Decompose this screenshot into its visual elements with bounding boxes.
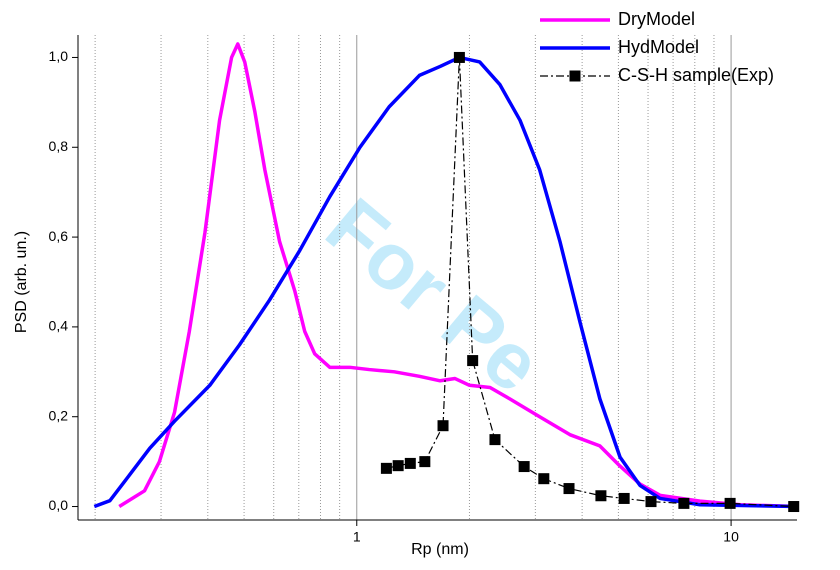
data-point: [724, 497, 736, 509]
data-point: [437, 420, 449, 432]
legend-label: C-S-H sample(Exp): [618, 65, 774, 85]
data-point: [467, 355, 479, 367]
data-point: [419, 456, 431, 468]
y-tick-label: 0,4: [49, 318, 69, 334]
data-point: [678, 497, 690, 509]
series-line: [118, 42, 798, 509]
legend-marker: [569, 70, 581, 82]
data-point: [618, 492, 630, 504]
data-point: [453, 51, 465, 63]
y-tick-label: 0,2: [49, 407, 69, 423]
data-point: [392, 460, 404, 472]
x-axis-title: Rp (nm): [411, 541, 469, 558]
x-tick-label: 10: [723, 529, 739, 545]
legend-label: DryModel: [618, 9, 695, 29]
legend-label: HydModel: [618, 37, 699, 57]
data-point: [645, 496, 657, 508]
data-point: [538, 473, 550, 485]
data-point: [595, 490, 607, 502]
y-tick-label: 0,0: [49, 497, 69, 513]
y-tick-label: 1,0: [49, 48, 69, 64]
watermark: For Pe: [310, 181, 558, 409]
y-axis-title: PSD (arb. un.): [13, 231, 30, 333]
data-point: [404, 457, 416, 469]
data-point: [788, 501, 800, 513]
y-tick-label: 0,6: [49, 228, 69, 244]
data-point: [380, 462, 392, 474]
data-point: [489, 434, 501, 446]
series-line: [93, 55, 798, 509]
data-point: [518, 461, 530, 473]
y-tick-label: 0,8: [49, 138, 69, 154]
data-point: [563, 483, 575, 495]
x-tick-label: 1: [353, 529, 361, 545]
